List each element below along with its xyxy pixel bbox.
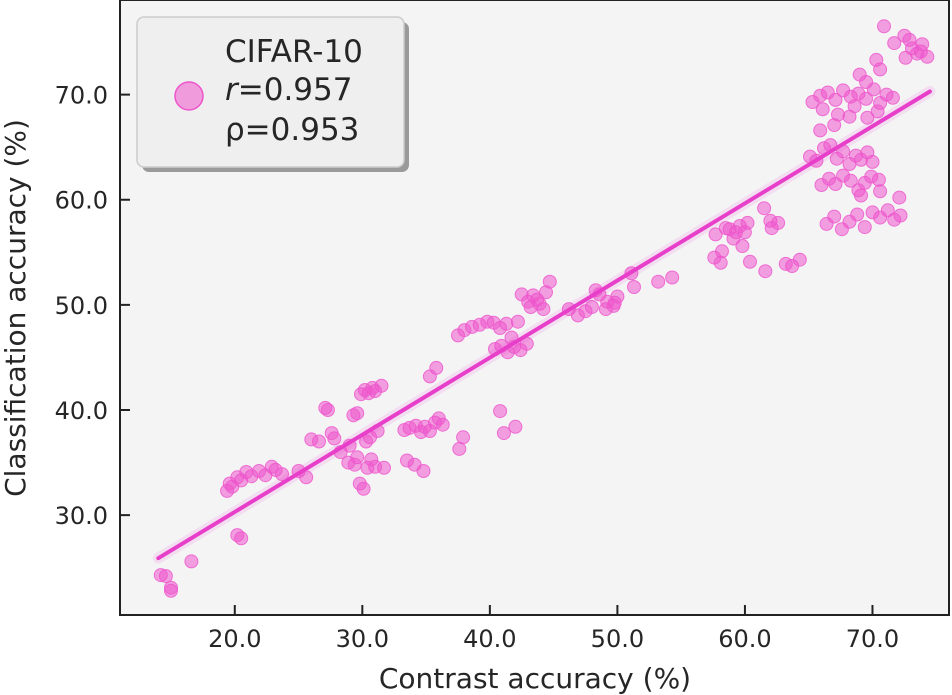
data-point	[508, 419, 523, 434]
points-layer	[153, 19, 935, 598]
data-point	[859, 75, 874, 89]
data-point	[708, 227, 723, 242]
data-point	[350, 450, 365, 465]
data-point	[496, 426, 511, 441]
data-point	[758, 264, 773, 279]
data-point	[813, 123, 828, 138]
x-tick-label: 70.0	[846, 625, 899, 653]
ticks-layer: 20.0 30.0 40.0 50.0 60.0 70.0 30.0 40.0 50.0 60.0…	[55, 82, 900, 653]
data-point	[327, 431, 342, 446]
data-point	[885, 90, 900, 105]
data-point	[377, 460, 391, 475]
data-point	[584, 300, 599, 314]
y-tick-label: 70.0	[55, 82, 108, 110]
data-point	[763, 213, 778, 228]
data-point	[726, 231, 741, 246]
legend-box	[136, 16, 405, 168]
data-point	[665, 270, 680, 285]
data-point	[374, 378, 389, 393]
y-tick-label: 40.0	[55, 397, 108, 425]
data-point	[887, 36, 902, 51]
data-point	[510, 314, 525, 329]
x-tick-label: 50.0	[591, 625, 644, 653]
plot-frame	[119, 0, 950, 616]
data-point	[860, 110, 875, 125]
data-point	[356, 481, 371, 496]
data-point	[854, 188, 868, 203]
data-point	[435, 417, 450, 432]
data-point	[452, 441, 467, 456]
data-point	[859, 91, 874, 106]
data-point	[743, 254, 757, 269]
data-point	[184, 554, 199, 569]
data-point	[164, 583, 178, 598]
data-point	[607, 295, 622, 310]
data-point	[499, 316, 514, 331]
x-axis-label: Contrast accuracy (%)	[379, 662, 691, 695]
data-point	[757, 201, 772, 216]
data-point	[873, 184, 888, 199]
x-tick-label: 60.0	[718, 625, 771, 653]
y-axis-label: Classification accuracy (%)	[0, 119, 32, 497]
data-point	[870, 104, 885, 119]
data-point	[871, 172, 886, 187]
data-point	[843, 173, 858, 188]
data-point	[892, 190, 907, 205]
x-tick-label: 40.0	[463, 625, 516, 653]
data-point	[737, 225, 752, 240]
data-point	[158, 569, 173, 584]
legend-rho-value: ρ=0.953	[225, 112, 359, 148]
y-tick-label: 50.0	[55, 292, 108, 320]
y-tick-label: 30.0	[55, 502, 108, 530]
data-point	[827, 118, 842, 133]
data-point	[913, 44, 928, 59]
legend-title: CIFAR-10	[225, 34, 363, 70]
data-point	[877, 19, 891, 34]
data-point	[713, 255, 728, 270]
data-point	[542, 274, 557, 289]
legend-r-value: r=0.957	[225, 72, 352, 108]
data-point	[651, 274, 666, 289]
x-tick-label: 20.0	[208, 625, 261, 653]
data-point	[827, 209, 842, 224]
data-point	[897, 28, 912, 43]
y-tick-label: 60.0	[55, 187, 108, 215]
data-point	[842, 109, 857, 124]
data-point	[429, 360, 444, 375]
data-point	[792, 252, 807, 267]
data-point	[718, 221, 733, 236]
fit-line	[156, 89, 932, 561]
data-point	[627, 280, 641, 294]
data-point	[234, 531, 249, 546]
data-point	[815, 102, 830, 117]
data-point	[893, 208, 908, 223]
data-point	[416, 464, 431, 478]
data-point	[536, 302, 551, 317]
data-point	[865, 154, 880, 169]
data-point	[350, 406, 365, 421]
data-point	[735, 239, 750, 253]
data-point	[456, 430, 471, 445]
legend-marker	[174, 81, 204, 111]
data-point	[493, 404, 508, 419]
legend: CIFAR-10 r=0.957 ρ=0.953	[136, 16, 409, 172]
data-point	[857, 220, 872, 235]
data-point	[312, 434, 326, 449]
data-point	[320, 403, 335, 417]
data-point	[275, 467, 289, 482]
x-tick-label: 30.0	[336, 625, 389, 653]
data-point	[873, 62, 888, 77]
data-point	[850, 207, 865, 222]
data-point	[828, 92, 843, 107]
